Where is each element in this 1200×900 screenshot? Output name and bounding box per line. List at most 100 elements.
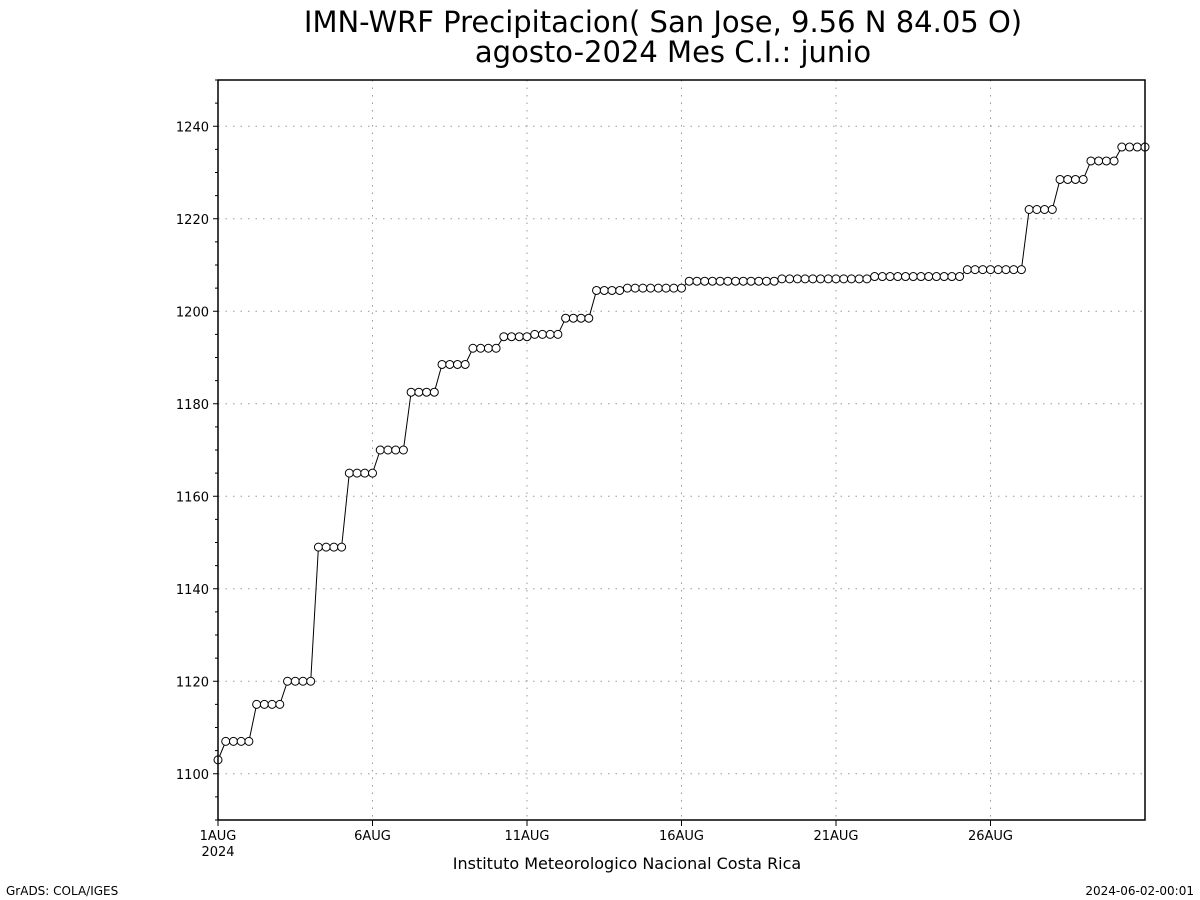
- data-point: [885, 272, 895, 282]
- data-point: [437, 359, 447, 369]
- data-point: [1086, 156, 1096, 166]
- data-point: [290, 676, 300, 686]
- data-point: [1125, 142, 1135, 152]
- data-point: [615, 285, 625, 295]
- data-point: [445, 359, 455, 369]
- data-point: [630, 283, 640, 293]
- data-point: [1016, 265, 1026, 275]
- data-point: [862, 274, 872, 284]
- data-point: [723, 276, 733, 286]
- data-point: [221, 736, 231, 746]
- data-point: [483, 343, 493, 353]
- data-point: [561, 313, 571, 323]
- data-point: [1009, 265, 1019, 275]
- footer-right: 2024-06-02-00:01: [1085, 884, 1194, 898]
- data-point: [460, 359, 470, 369]
- data-point: [931, 272, 941, 282]
- data-point: [1094, 156, 1104, 166]
- data-point: [568, 313, 578, 323]
- data-point: [329, 542, 339, 552]
- data-point: [422, 387, 432, 397]
- axes: 1100 1120 1140 1160 1180 1200 1220 1240 1AUG2024…: [176, 79, 1013, 860]
- data-point: [777, 274, 787, 284]
- data-point: [792, 274, 802, 284]
- data-point: [908, 272, 918, 282]
- data-point: [769, 276, 779, 286]
- data-point: [514, 332, 524, 342]
- data-point: [375, 445, 385, 455]
- data-point: [839, 274, 849, 284]
- data-point: [522, 332, 532, 342]
- data-point: [993, 265, 1003, 275]
- data-point: [978, 265, 988, 275]
- data-point: [677, 283, 686, 293]
- data-point: [800, 274, 810, 284]
- data-point: [306, 676, 316, 686]
- data-point: [924, 272, 934, 282]
- data-point: [607, 285, 617, 295]
- data-point: [808, 274, 818, 284]
- data-point: [244, 736, 254, 746]
- data-point: [692, 276, 702, 286]
- data-point: [429, 387, 439, 397]
- data-point: [870, 272, 880, 282]
- y-tick-label: 1120: [176, 675, 209, 690]
- data-point: [259, 699, 269, 709]
- data-point: [816, 274, 826, 284]
- y-tick-label: 1220: [176, 213, 209, 228]
- data-point: [236, 736, 246, 746]
- data-point: [684, 276, 694, 286]
- data-point: [622, 283, 632, 293]
- grid: [218, 80, 1145, 820]
- data-point: [252, 699, 262, 709]
- data-point: [592, 285, 602, 295]
- data-point: [368, 468, 377, 478]
- data-point: [846, 274, 856, 284]
- data-point: [553, 329, 563, 339]
- y-tick-label: 1200: [176, 305, 209, 320]
- data-point: [823, 274, 833, 284]
- data-point: [831, 274, 841, 284]
- data-point: [1132, 142, 1142, 152]
- data-point: [1001, 265, 1011, 275]
- data-point: [1047, 205, 1057, 214]
- data-point: [854, 274, 864, 284]
- data-point: [901, 272, 911, 282]
- y-tick-label: 1180: [176, 398, 209, 413]
- plot-frame: [217, 79, 1146, 821]
- data-point: [893, 272, 903, 282]
- data-point: [916, 272, 926, 282]
- data-point: [1063, 174, 1073, 184]
- data-point: [661, 283, 671, 293]
- data-point: [1117, 142, 1127, 152]
- data-point: [228, 736, 238, 746]
- data-point: [383, 445, 393, 455]
- footer-left: GrADS: COLA/IGES: [6, 884, 118, 898]
- x-tick-sublabel: 2024: [201, 845, 234, 860]
- data-point: [337, 542, 347, 552]
- data-point: [275, 699, 285, 709]
- data-point: [414, 387, 424, 397]
- data-point: [391, 445, 401, 455]
- data-point: [962, 265, 972, 275]
- data-point: [491, 343, 501, 353]
- x-tick-label: 21AUG: [813, 829, 858, 844]
- data-point: [669, 283, 679, 293]
- data-point: [754, 276, 764, 286]
- data-point: [955, 272, 965, 282]
- data-point: [283, 676, 293, 686]
- data-point: [537, 329, 547, 339]
- data-point: [507, 332, 517, 342]
- data-point: [638, 283, 648, 293]
- data-point: [785, 274, 795, 284]
- data-point: [452, 359, 462, 369]
- data-point: [476, 343, 486, 353]
- x-axis-label: Instituto Meteorologico Nacional Costa R…: [453, 854, 801, 873]
- x-tick-label: 16AUG: [659, 829, 704, 844]
- data-point: [599, 285, 609, 295]
- data-point: [1024, 205, 1034, 214]
- data-point: [352, 468, 362, 478]
- data-point: [986, 265, 995, 275]
- data-point: [1101, 156, 1111, 166]
